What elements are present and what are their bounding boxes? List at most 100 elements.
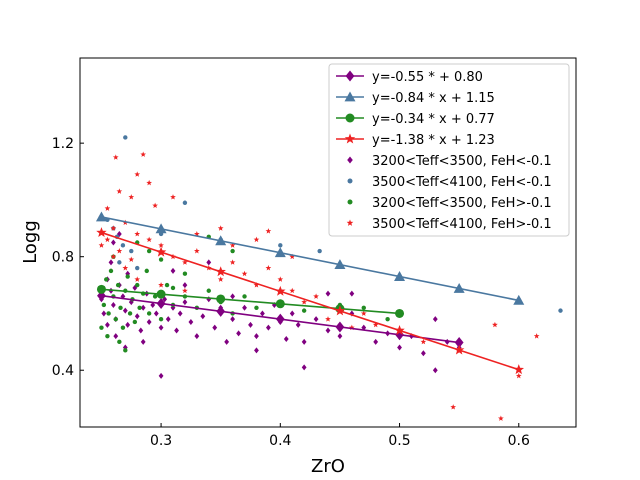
scatter-point-series-4 — [253, 236, 260, 243]
y-tick-label: 1.2 — [52, 136, 74, 152]
scatter-point-series-4 — [128, 256, 135, 262]
scatter-point-series-1 — [194, 333, 200, 340]
legend-label-2: y=-0.84 * x + 1.15 — [372, 91, 495, 106]
scatter-point-series-3 — [105, 333, 110, 339]
scatter-point-series-4 — [158, 242, 164, 248]
scatter-point-series-4 — [265, 265, 272, 271]
scatter-point-series-2 — [123, 135, 128, 140]
scatter-point-series-1 — [138, 327, 144, 334]
fit-line-marker-2 — [394, 271, 406, 281]
scatter-point-series-3 — [123, 348, 128, 353]
scatter-point-series-4 — [170, 194, 176, 200]
scatter-point-series-1 — [254, 347, 259, 354]
scatter-point-series-1 — [325, 290, 331, 297]
scatter-point-series-1 — [301, 364, 307, 371]
scatter-point-series-3 — [152, 294, 158, 299]
fit-line-4 — [101, 231, 520, 371]
fit-line-marker-4 — [453, 344, 465, 355]
scatter-point-series-1 — [397, 344, 402, 351]
scatter-point-series-2 — [117, 260, 122, 265]
scatter-point-series-1 — [206, 259, 212, 266]
scatter-point-series-3 — [230, 248, 235, 254]
scatter-point-series-4 — [289, 287, 296, 294]
scatter-point-series-1 — [170, 267, 176, 274]
fit-line-marker-2 — [334, 259, 346, 270]
scatter-point-series-3 — [104, 277, 109, 282]
fit-line-3 — [101, 288, 400, 315]
scatter-point-series-4 — [533, 333, 540, 339]
scatter-point-series-1 — [248, 321, 253, 328]
scatter-point-series-4 — [112, 154, 119, 160]
scatter-point-series-3 — [115, 282, 121, 288]
scatter-point-series-1 — [361, 324, 367, 331]
scatter-point-series-1 — [146, 318, 152, 325]
scatter-point-series-3 — [118, 305, 123, 310]
legend-marker-6 — [347, 178, 353, 184]
legend-box — [328, 63, 570, 237]
scatter-point-series-1 — [116, 230, 122, 237]
scatter-point-series-4 — [110, 253, 117, 260]
fit-line-marker-3 — [216, 294, 226, 304]
scatter-point-series-3 — [108, 268, 114, 274]
scatter-point-series-1 — [373, 338, 379, 345]
legend-label-3: y=-0.34 * x + 0.77 — [372, 112, 495, 127]
scatter-point-series-4 — [104, 205, 111, 211]
scatter-point-series-3 — [385, 316, 390, 322]
scatter-point-series-4 — [420, 338, 427, 345]
scatter-point-series-3 — [135, 282, 140, 288]
legend-marker-7 — [347, 199, 353, 205]
scatter-point-series-1 — [110, 301, 116, 308]
scatter-point-series-4 — [182, 259, 188, 265]
scatter-point-series-3 — [158, 257, 164, 262]
fit-line-marker-2 — [453, 282, 465, 293]
scatter-point-series-1 — [182, 282, 188, 289]
scatter-point-series-4 — [217, 225, 224, 231]
scatter-point-series-1 — [289, 310, 295, 317]
y-tick-label: 0.8 — [52, 250, 74, 266]
scatter-point-series-4 — [217, 276, 224, 282]
scatter-point-series-4 — [372, 321, 379, 328]
legend-label-6: 3500<Teff<4100, FeH<-0.1 — [372, 175, 552, 190]
scatter-point-series-3 — [301, 308, 307, 313]
legend-marker-3 — [345, 113, 355, 123]
scatter-point-series-1 — [212, 324, 218, 331]
fit-line-marker-3 — [156, 289, 166, 299]
scatter-point-series-4 — [158, 282, 164, 288]
fit-line-marker-2 — [95, 211, 107, 222]
scatter-point-series-3 — [144, 268, 149, 274]
fit-line-2 — [101, 216, 519, 302]
scatter-point-series-4 — [122, 265, 129, 271]
scatter-point-series-4 — [128, 194, 135, 200]
scatter-point-series-3 — [127, 311, 133, 316]
scatter-point-series-1 — [182, 299, 188, 306]
fit-line-marker-3 — [275, 299, 285, 309]
x-tick-label: 0.5 — [388, 433, 410, 449]
fit-line-marker-1 — [454, 337, 464, 349]
fit-line-marker-1 — [275, 313, 285, 325]
scatter-point-series-1 — [158, 324, 164, 331]
scatter-point-series-4 — [193, 230, 200, 237]
scatter-point-series-4 — [277, 276, 284, 282]
x-tick-label: 0.3 — [150, 433, 172, 449]
scatter-point-series-4 — [134, 276, 141, 282]
scatter-point-series-4 — [450, 404, 457, 410]
scatter-point-series-1 — [110, 239, 116, 246]
scatter-point-series-1 — [101, 310, 107, 317]
scatter-point-series-3 — [158, 316, 164, 322]
scatter-point-series-2 — [135, 265, 140, 271]
scatter-point-series-2 — [558, 308, 563, 313]
legend-marker-2 — [344, 91, 356, 102]
scatter-point-series-3 — [113, 316, 118, 322]
fit-line-layer — [95, 211, 525, 375]
scatter-point-series-1 — [444, 338, 450, 345]
scatter-point-series-1 — [260, 310, 265, 317]
x-tick-label: 0.6 — [508, 433, 530, 449]
scatter-point-series-3 — [125, 274, 130, 279]
scatter-point-series-1 — [432, 367, 438, 374]
scatter-point-series-1 — [254, 333, 259, 340]
scatter-point-series-1 — [174, 327, 179, 334]
scatter-point-series-4 — [98, 242, 105, 248]
scatter-point-series-4 — [360, 310, 367, 316]
scatter-point-series-1 — [150, 301, 156, 308]
